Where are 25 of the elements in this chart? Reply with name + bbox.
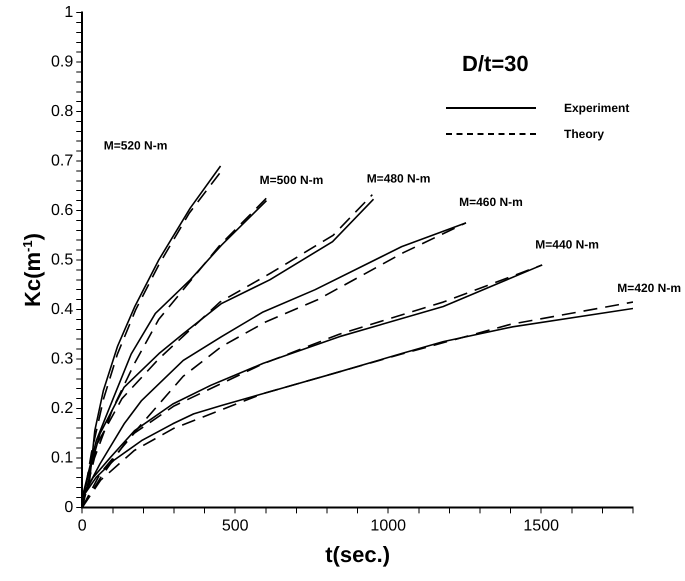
- y-tick-label: 0.9: [50, 53, 74, 70]
- text: Theory: [564, 126, 604, 141]
- y-tick-label: 0.8: [50, 102, 74, 120]
- y-tick-label: 0.7: [50, 152, 74, 170]
- annotation: M=420 N-m: [617, 280, 682, 295]
- x-tick-label: 500: [222, 517, 249, 534]
- x-tick-label: 1000: [370, 517, 406, 534]
- legend-title: D/t=30: [462, 50, 530, 77]
- y-tick-label: 0.5: [50, 251, 74, 268]
- x-tick-label: 1500: [523, 517, 560, 534]
- y-tick-label: 0.2: [50, 400, 74, 417]
- y-tick-label: 0.6: [50, 202, 74, 219]
- annotation: M=480 N-m: [366, 171, 430, 186]
- annotation: M=440 N-m: [535, 237, 599, 252]
- annotation: M=500 N-m: [260, 172, 324, 187]
- text: Experiment: [564, 100, 630, 115]
- annotation: M=460 N-m: [459, 195, 523, 210]
- x-tick-label: 0: [78, 517, 87, 534]
- annotation: M=520 N-m: [104, 138, 168, 152]
- x-axis-title: t(sec.): [325, 542, 390, 567]
- y-tick-label: 0.4: [50, 300, 74, 318]
- y-tick-label: 1: [64, 4, 74, 22]
- y-tick-label: 0.1: [50, 449, 74, 466]
- y-tick-label: 0: [64, 498, 74, 516]
- y-tick-label: 0.3: [50, 350, 74, 368]
